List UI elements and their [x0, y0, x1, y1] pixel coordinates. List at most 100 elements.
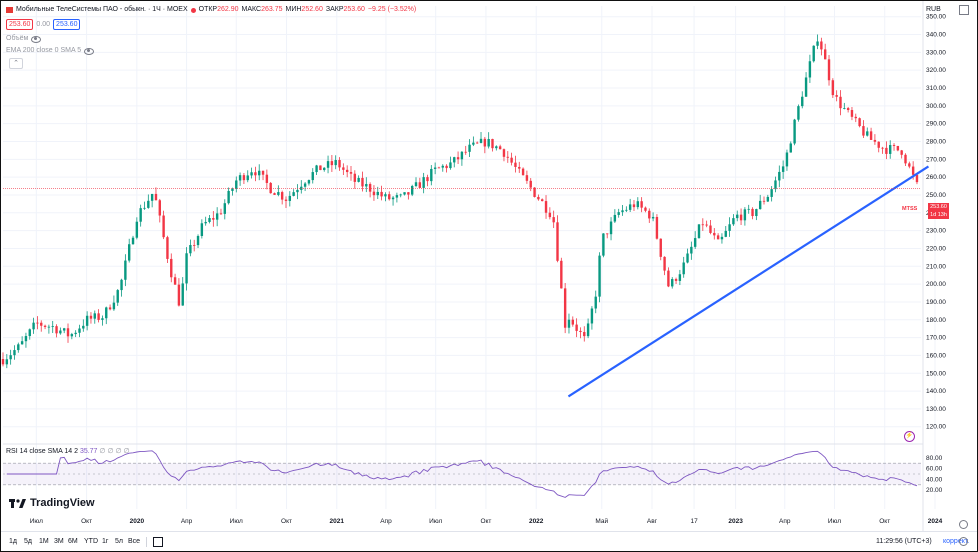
- candle-down: [705, 224, 708, 226]
- rsi-label[interactable]: RSI 14 close SMA 14 2: [6, 448, 78, 455]
- candle-up: [147, 200, 150, 208]
- candle-down: [606, 233, 609, 235]
- candle-up: [82, 325, 85, 329]
- candle-down: [269, 182, 272, 194]
- candle-down: [338, 160, 341, 168]
- eye-hidden-icon[interactable]: [84, 47, 95, 55]
- timeframe-6m[interactable]: 6М: [68, 538, 78, 545]
- candle-up: [391, 197, 395, 200]
- time-tick-label: Авг: [647, 518, 658, 525]
- candle-up: [598, 255, 601, 297]
- time-tick-label: 2023: [728, 518, 743, 525]
- time-tick-label: 2024: [928, 518, 943, 525]
- candle-down: [823, 49, 827, 60]
- candle-up: [231, 188, 234, 191]
- candle-down: [380, 191, 383, 197]
- candle-down: [873, 139, 877, 142]
- rsi-band: [3, 463, 921, 485]
- candle-down: [162, 215, 165, 238]
- candle-down: [36, 322, 39, 324]
- timeframe-all[interactable]: Все: [128, 538, 141, 545]
- timeframe-1y[interactable]: 1г: [102, 538, 109, 545]
- gear-icon[interactable]: [959, 537, 968, 546]
- candle-down: [166, 237, 169, 259]
- candle-up: [697, 224, 701, 239]
- timeframe-5y[interactable]: 5л: [115, 538, 123, 545]
- candle-up: [47, 326, 51, 328]
- candle-up: [196, 235, 200, 246]
- candle-up: [399, 194, 402, 196]
- candle-down: [648, 210, 651, 219]
- candle-up: [93, 313, 96, 319]
- candle-down: [571, 319, 574, 325]
- candle-down: [1, 358, 5, 365]
- candle-up: [51, 326, 54, 327]
- rsi-tick-label: 20.00: [926, 487, 943, 494]
- candle-down: [575, 324, 578, 331]
- price-tick-label: 280.00: [926, 138, 946, 145]
- candle-up: [303, 183, 307, 187]
- collapse-legend-button[interactable]: ⌃: [9, 58, 23, 69]
- candle-up: [422, 177, 425, 188]
- adjustment-toggle[interactable]: коррект.: [943, 538, 970, 545]
- timeframe-3m[interactable]: 3М: [54, 538, 64, 545]
- candle-down: [483, 138, 487, 147]
- volume-label[interactable]: Объём: [6, 35, 29, 42]
- candle-up: [808, 61, 812, 78]
- fullscreen-icon[interactable]: [959, 5, 969, 15]
- candle-down: [280, 192, 284, 200]
- lightning-icon[interactable]: ⚡: [904, 431, 915, 442]
- candle-up: [495, 146, 498, 149]
- timeframe-5d[interactable]: 5д: [24, 538, 32, 545]
- candle-down: [456, 157, 460, 160]
- timeframe-1d[interactable]: 1д: [9, 538, 17, 545]
- candle-up: [150, 193, 154, 201]
- price-tick-label: 210.00: [926, 263, 946, 270]
- clock[interactable]: 11:29:56 (UTC+3): [876, 538, 932, 545]
- price-tick-label: 220.00: [926, 245, 946, 252]
- candle-down: [502, 149, 506, 157]
- candle-down: [66, 328, 70, 337]
- candles: [1, 34, 919, 369]
- eye-hidden-icon[interactable]: [31, 35, 42, 43]
- rsi-tick-label: 80.00: [926, 455, 943, 462]
- price-tick-label: 290.00: [926, 121, 946, 128]
- candle-up: [866, 131, 869, 136]
- candle-up: [105, 307, 108, 319]
- candle-down: [284, 199, 288, 201]
- candle-up: [628, 204, 632, 210]
- price-tick-label: 260.00: [926, 174, 946, 181]
- candle-down: [349, 172, 353, 174]
- candle-down: [529, 180, 532, 188]
- settings-gear-icon[interactable]: [959, 520, 968, 529]
- candle-down: [55, 326, 58, 334]
- candle-down: [831, 80, 835, 96]
- ema-legend: EMA 200 close 0 SMA 5: [6, 46, 95, 56]
- symbol-title[interactable]: Мобильные ТелеСистемы ПАО - обыкн. · 1Ч …: [16, 6, 188, 13]
- tradingview-logo[interactable]: TradingView: [9, 497, 95, 509]
- timeframe-ytd[interactable]: YTD: [84, 538, 98, 545]
- candle-up: [181, 283, 184, 306]
- candle-down: [640, 201, 643, 208]
- sell-button[interactable]: 253.60: [6, 19, 34, 30]
- ema-label[interactable]: EMA 200 close 0 SMA 5: [6, 47, 82, 54]
- candle-up: [621, 210, 624, 213]
- buy-button[interactable]: 253.60: [53, 19, 81, 30]
- trendline: [567, 165, 930, 398]
- candle-down: [701, 224, 705, 226]
- candle-down: [846, 108, 850, 111]
- candle-up: [246, 175, 249, 181]
- candle-up: [766, 196, 770, 202]
- calendar-icon[interactable]: [153, 537, 163, 547]
- timeframe-1m[interactable]: 1М: [39, 538, 49, 545]
- candle-up: [311, 172, 314, 181]
- candle-down: [663, 256, 666, 271]
- currency-selector[interactable]: RUB: [926, 6, 941, 13]
- candle-down: [510, 157, 513, 163]
- candle-down: [659, 238, 662, 257]
- candle-up: [816, 41, 819, 46]
- price-tick-label: 170.00: [926, 335, 946, 342]
- candle-up: [414, 182, 418, 187]
- candle-down: [881, 147, 884, 149]
